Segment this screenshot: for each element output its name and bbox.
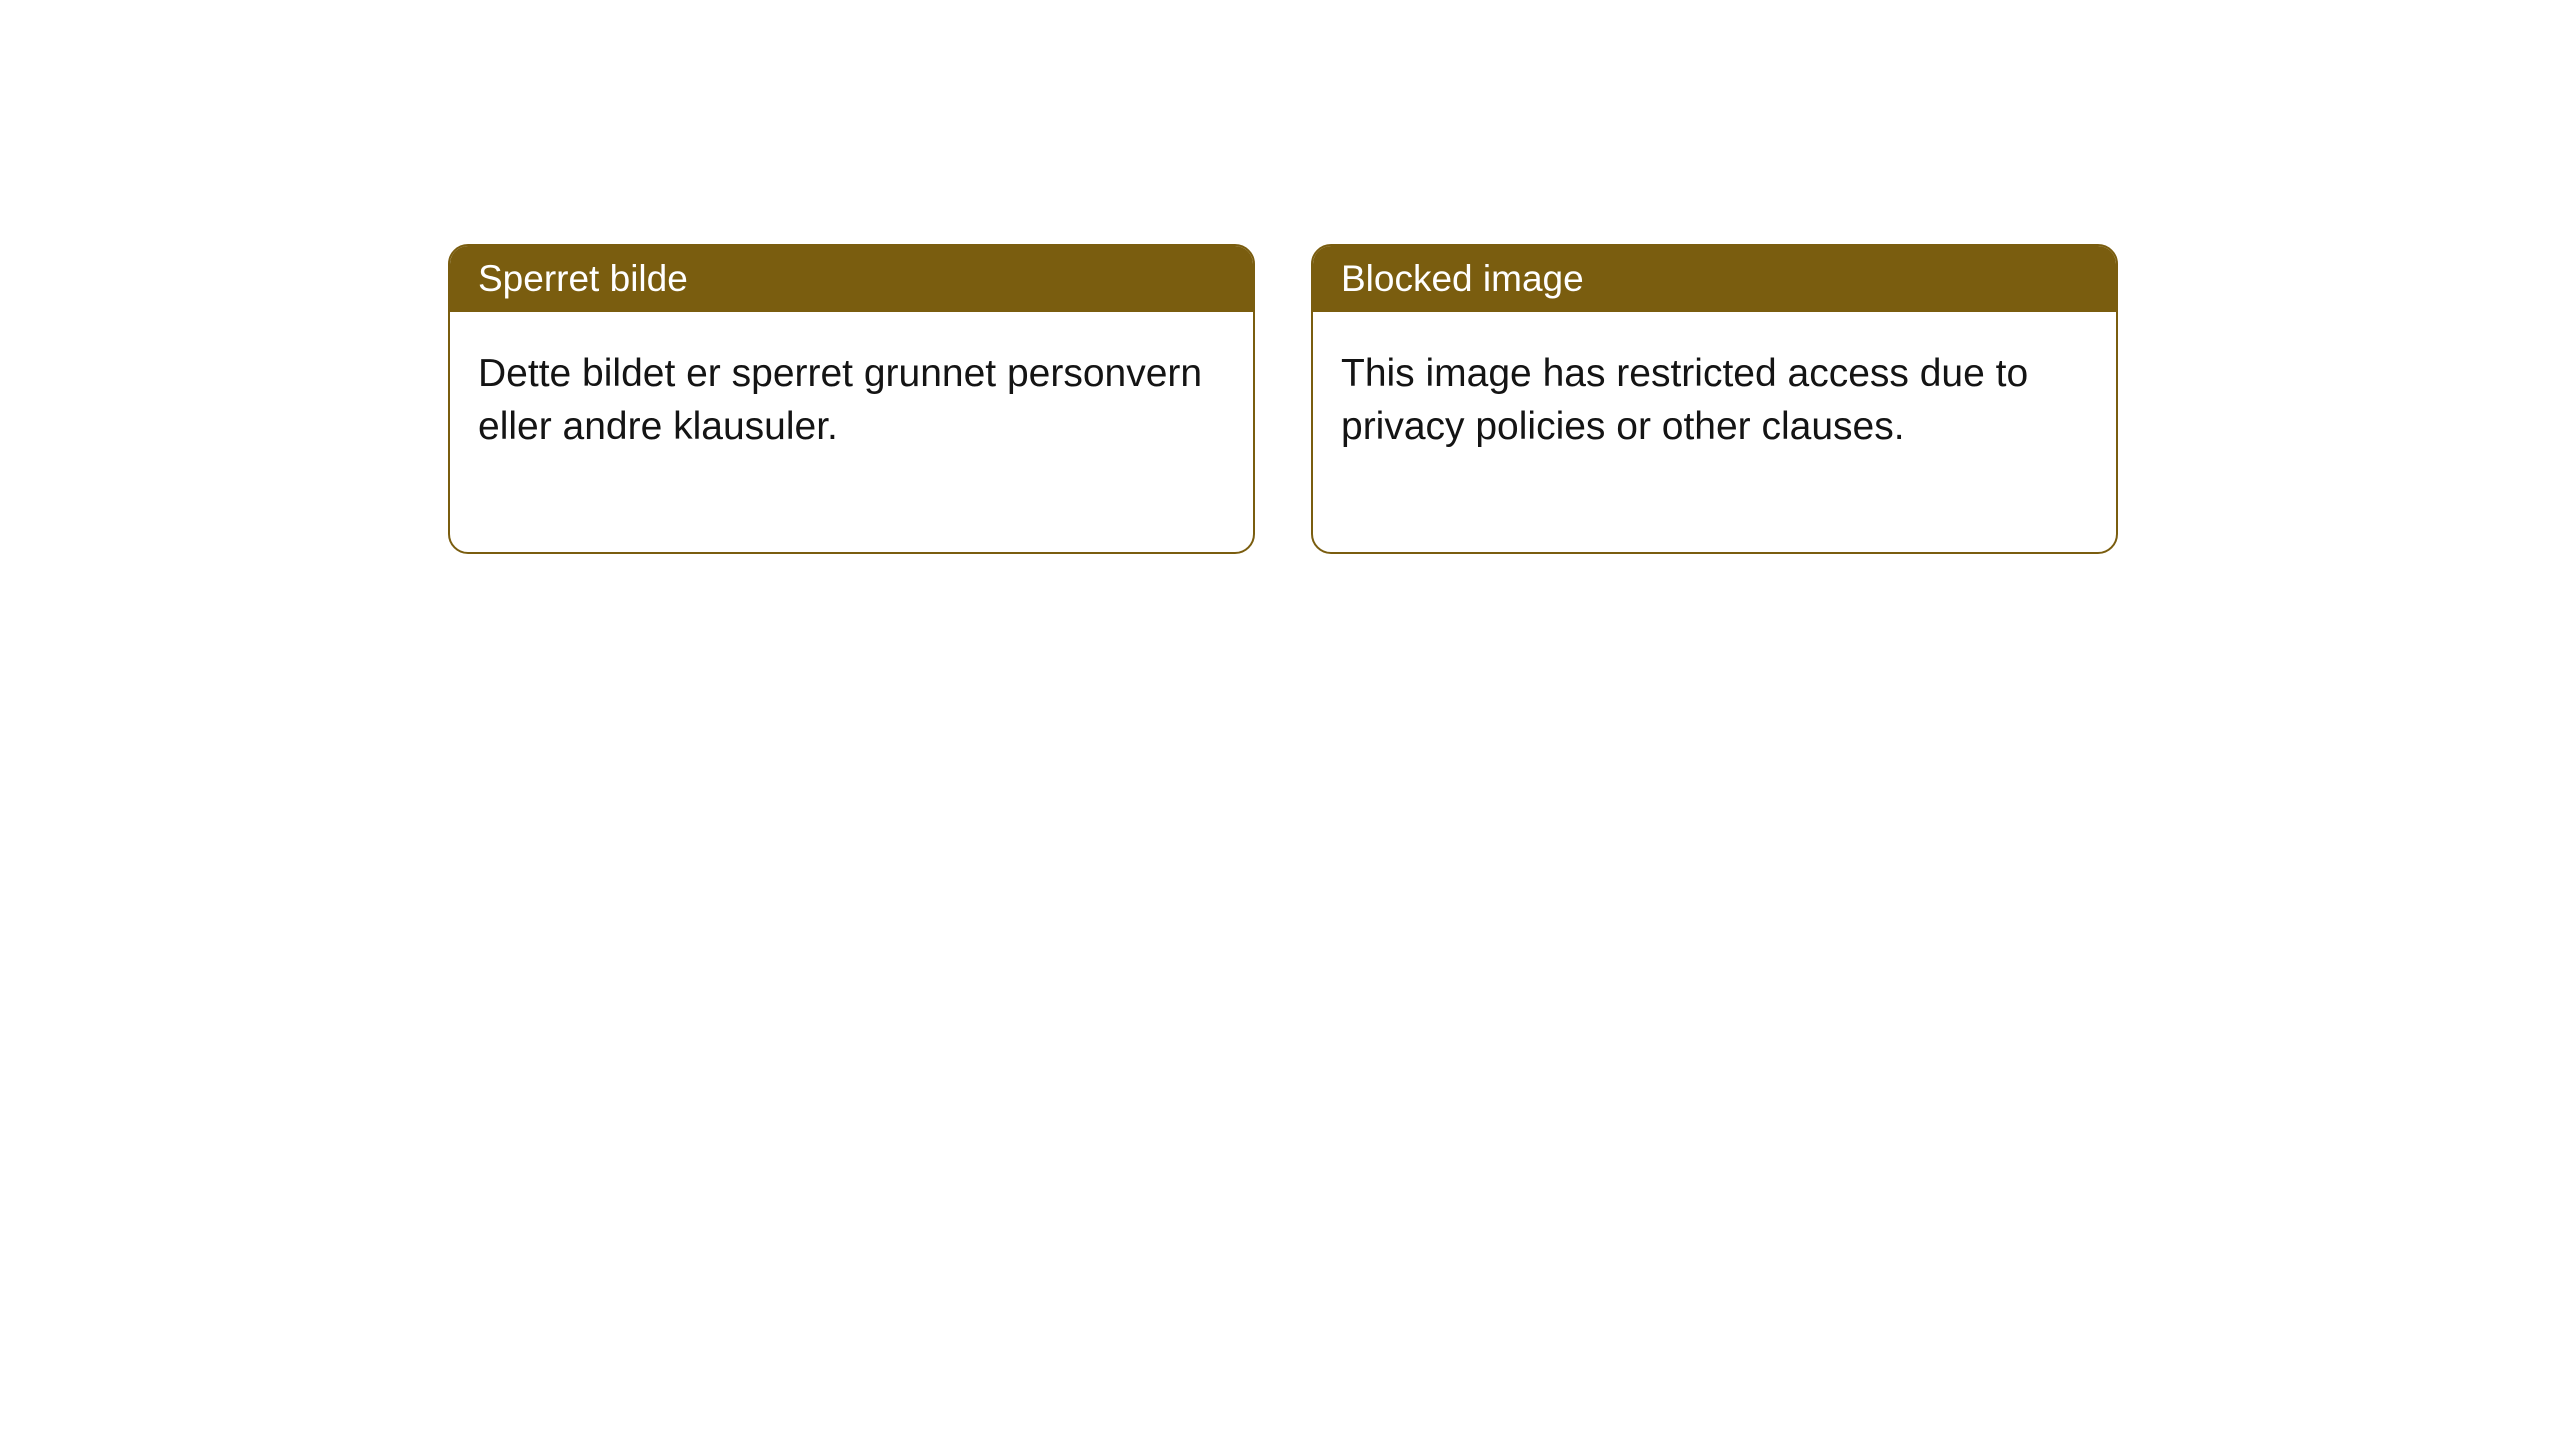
notice-header-norwegian: Sperret bilde <box>450 246 1253 312</box>
notice-card-english: Blocked image This image has restricted … <box>1311 244 2118 554</box>
notice-container: Sperret bilde Dette bildet er sperret gr… <box>0 0 2560 554</box>
notice-body-english: This image has restricted access due to … <box>1313 312 2116 552</box>
notice-card-norwegian: Sperret bilde Dette bildet er sperret gr… <box>448 244 1255 554</box>
notice-body-norwegian: Dette bildet er sperret grunnet personve… <box>450 312 1253 552</box>
notice-header-english: Blocked image <box>1313 246 2116 312</box>
